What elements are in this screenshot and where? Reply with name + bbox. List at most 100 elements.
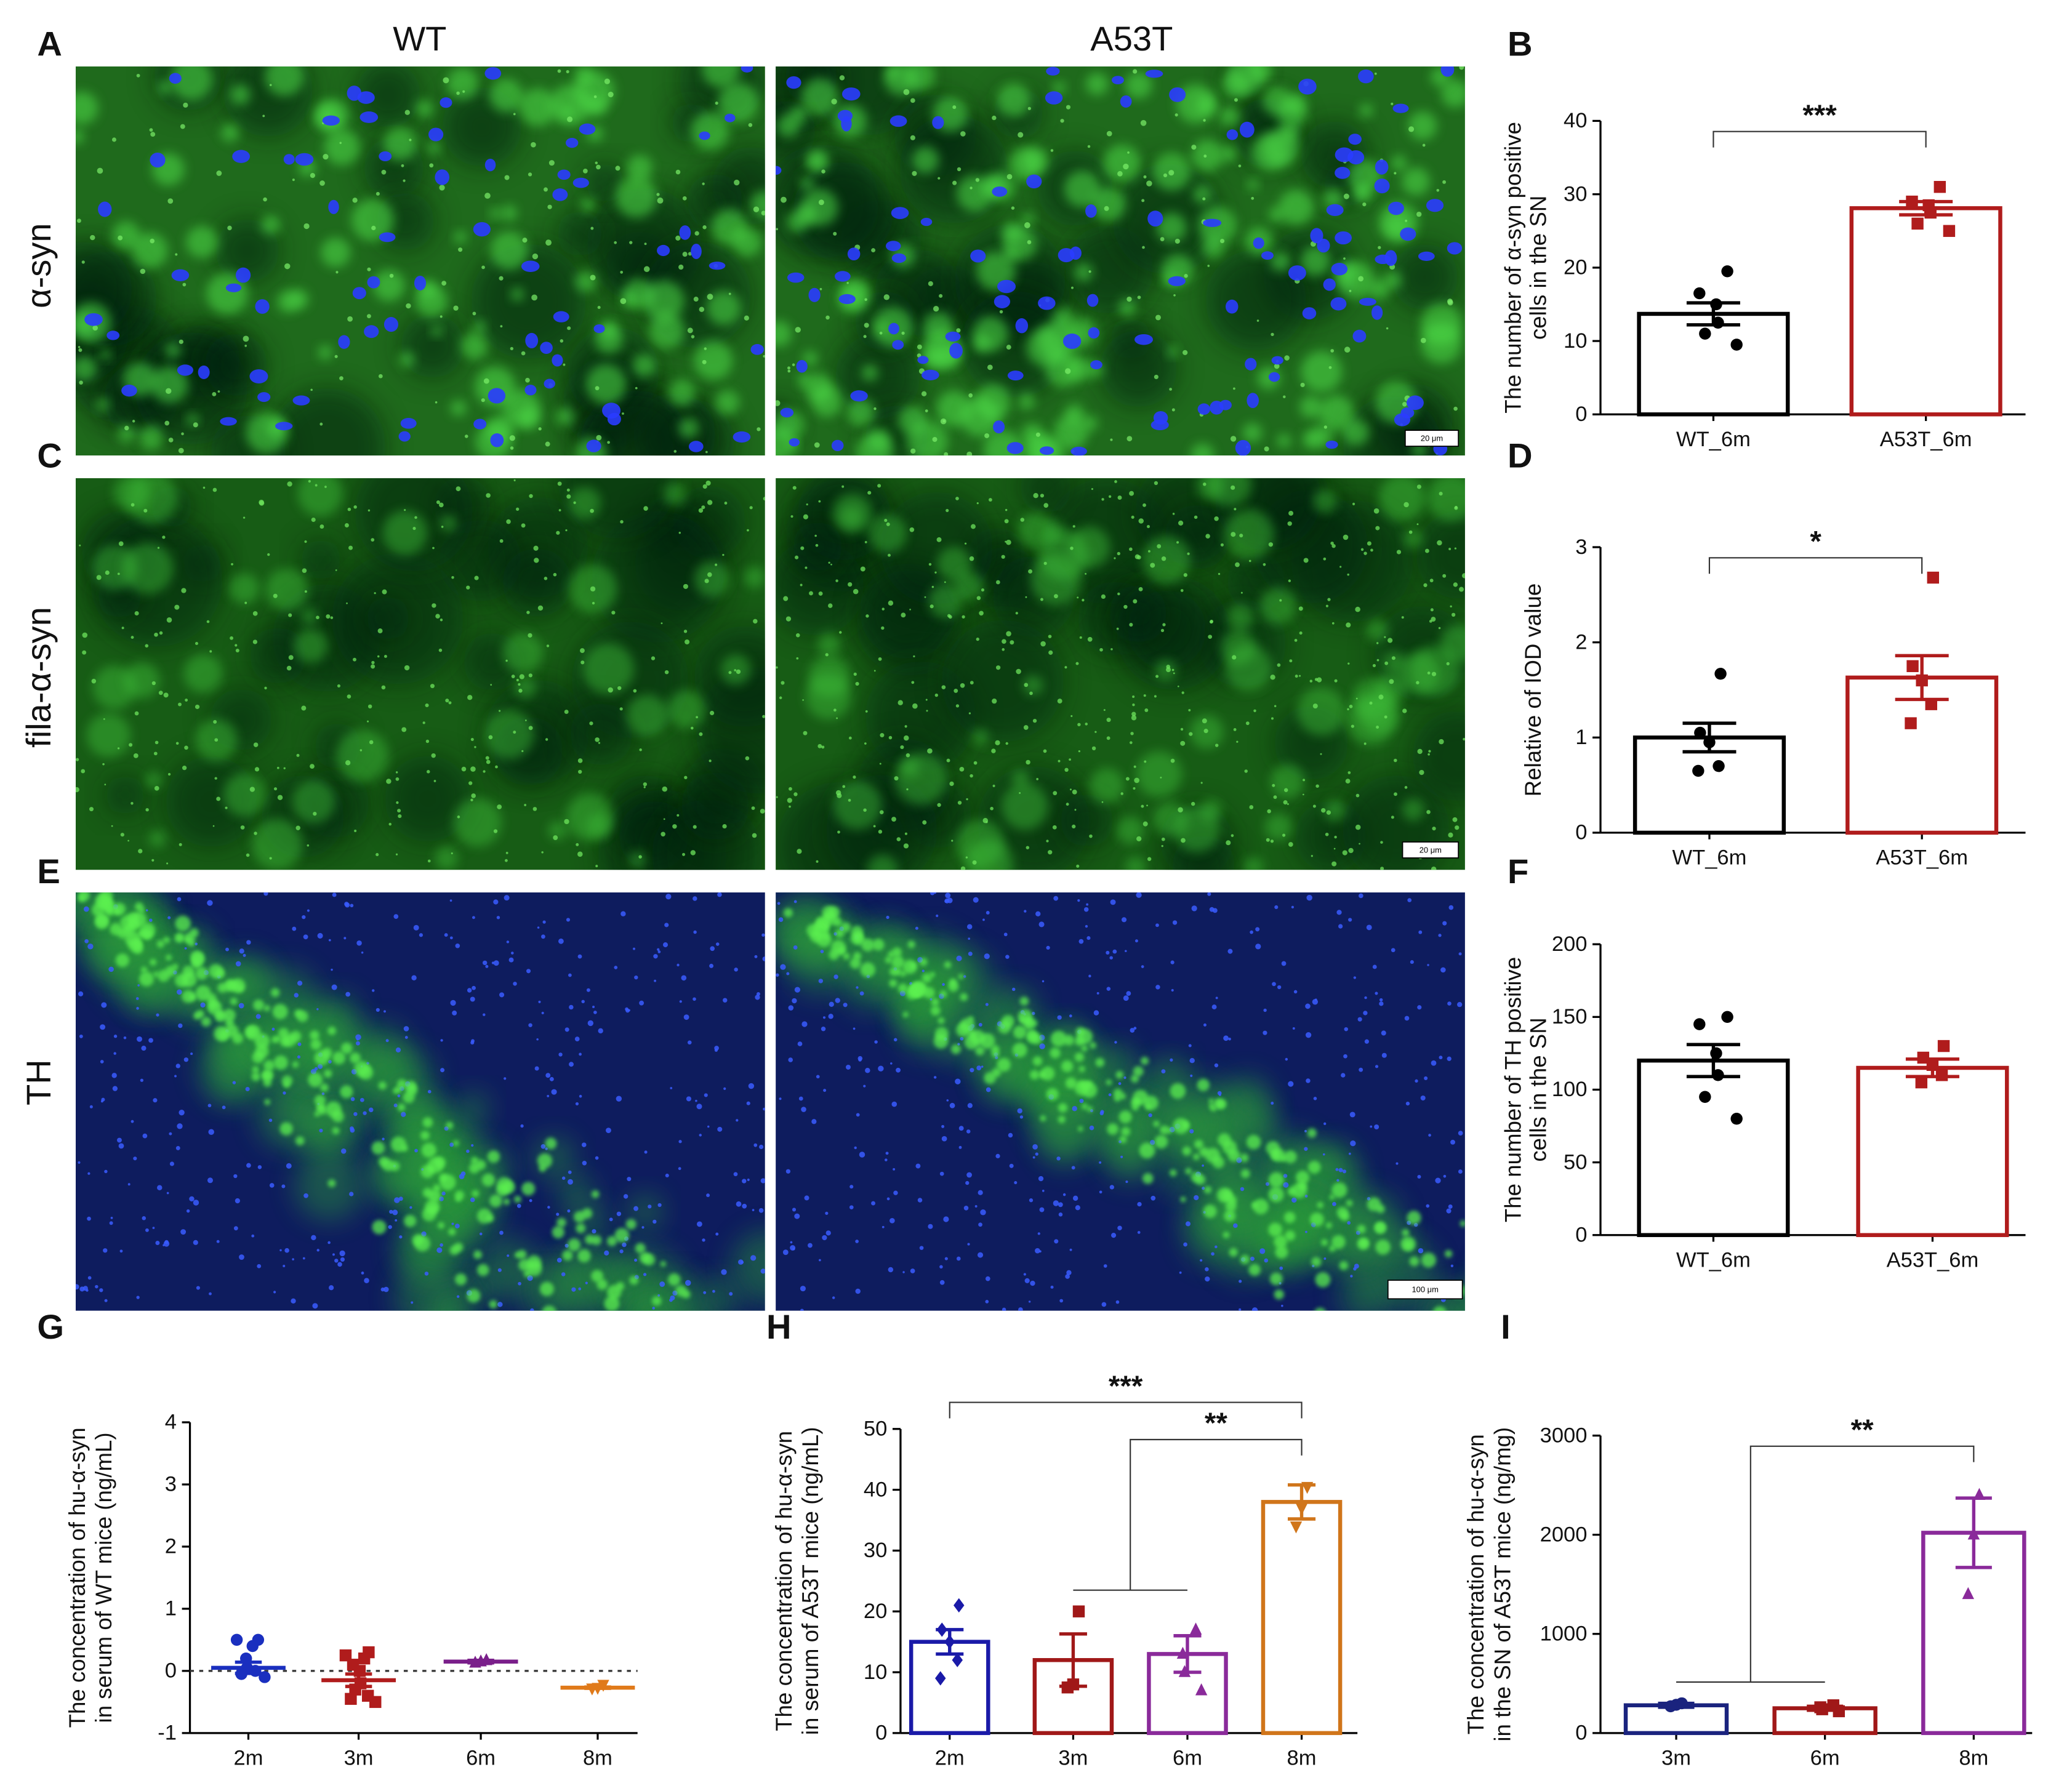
green-signal [1125,857,1146,870]
neuron [251,1072,260,1081]
nucleus [356,940,362,946]
nucleus [232,150,251,163]
speckle [1300,382,1305,388]
speckle [1117,170,1123,177]
speckle [865,614,869,618]
green-signal [733,228,761,257]
neuron [552,1225,564,1239]
speckle [952,180,957,185]
nucleus [484,67,502,80]
speckle [619,707,623,711]
nucleus [356,1038,359,1041]
nucleus [343,937,347,940]
neuron [222,1008,236,1022]
nucleus [782,1249,789,1256]
nucleus [316,1249,319,1252]
nucleus [821,1026,826,1032]
speckle [787,798,792,803]
data-point [1730,339,1743,351]
green-signal [1219,106,1240,127]
speckle [296,753,300,757]
speckle [1210,619,1214,623]
speckle [905,753,910,758]
speckle [1099,647,1103,652]
nucleus [375,1008,380,1012]
data-point [1693,287,1706,300]
nucleus [450,1000,456,1006]
speckle [691,335,695,339]
speckle [595,386,600,391]
neuron [438,1222,444,1229]
nucleus [747,1178,750,1182]
speckle [1194,515,1198,519]
speckle [1283,788,1288,792]
green-signal [643,280,685,322]
speckle [483,770,486,773]
neuron [1402,1228,1410,1237]
speckle [1244,769,1248,773]
green-signal [1378,478,1425,521]
x-tick-label: 8m [583,1747,612,1770]
nucleus [156,1013,159,1017]
neuron [1074,1052,1084,1062]
speckle [900,745,904,750]
speckle [166,617,172,623]
neuron [1339,1260,1349,1270]
significance-label: *** [1802,99,1837,132]
speckle [117,747,120,750]
green-signal [1125,71,1152,99]
neuron [843,953,850,960]
speckle [1129,491,1134,496]
speckle [1442,574,1447,578]
speckle [178,702,182,707]
speckle [1026,759,1030,765]
speckle [1114,557,1116,559]
speckle [903,89,910,95]
speckle [500,325,503,328]
speckle [131,636,134,639]
speckle [310,172,316,178]
speckle [596,164,601,170]
speckle [909,527,915,532]
speckle [1028,569,1033,574]
nucleus [759,1144,764,1150]
nucleus [1415,1079,1418,1083]
neuron [117,928,129,939]
speckle [143,508,148,513]
nucleus [127,1183,131,1186]
speckle [924,596,926,598]
speckle [377,655,380,658]
speckle [117,572,120,575]
neuron [487,1150,500,1163]
speckle [864,742,867,745]
nucleus [1093,1010,1099,1016]
neuron [629,1275,639,1285]
speckle [1448,547,1452,550]
nucleus [558,938,564,944]
nucleus [582,1161,587,1166]
nucleus [715,1232,719,1236]
speckle [195,704,200,710]
green-signal [1157,212,1187,243]
green-signal [351,198,394,241]
speckle [1024,222,1030,228]
speckle [1178,520,1184,526]
green-signal [555,407,574,426]
speckle [1131,711,1136,716]
nucleus [934,892,936,894]
dark-area [204,333,268,397]
nucleus [176,989,182,995]
nucleus [966,1129,971,1134]
nucleus [549,1076,554,1081]
data-point [1712,316,1724,329]
nucleus [540,1144,546,1149]
speckle [1085,723,1088,726]
speckle [863,808,867,812]
speckle [620,270,624,274]
speckle [1347,771,1351,774]
speckle [1358,276,1364,282]
nucleus [1375,1065,1379,1068]
speckle [1394,172,1397,175]
speckle [1154,695,1157,698]
speckle [307,844,310,847]
